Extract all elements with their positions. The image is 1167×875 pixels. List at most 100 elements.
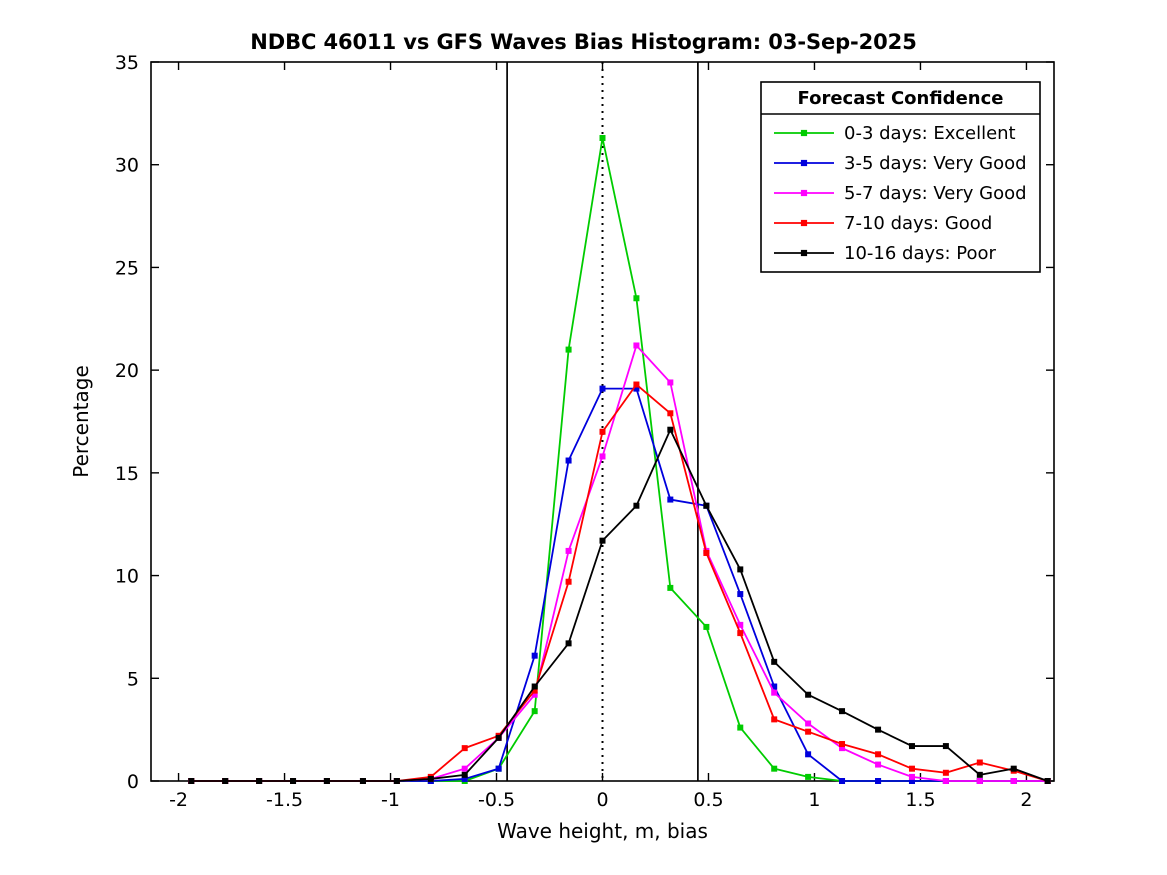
legend-item-label-4: 10-16 days: Poor [844, 243, 997, 264]
data-point-marker[interactable] [908, 765, 915, 772]
data-point-marker[interactable] [771, 765, 778, 772]
y-axis-tick-label: 5 [127, 668, 139, 690]
data-point-marker[interactable] [942, 743, 949, 750]
legend-title: Forecast Confidence [798, 88, 1004, 109]
data-point-marker[interactable] [461, 745, 468, 752]
data-point-marker[interactable] [188, 778, 195, 785]
series-line-1[interactable] [191, 387, 1048, 782]
data-point-marker[interactable] [427, 775, 434, 782]
data-point-marker[interactable] [531, 683, 538, 690]
data-point-marker[interactable] [771, 689, 778, 696]
x-axis-tick-label: -1 [381, 789, 400, 811]
x-axis-tick-label: -0.5 [478, 789, 515, 811]
data-point-marker[interactable] [875, 751, 882, 758]
data-point-marker[interactable] [1044, 778, 1051, 785]
data-point-marker[interactable] [805, 751, 812, 758]
y-axis-tick-label: 10 [115, 566, 139, 588]
data-point-marker[interactable] [737, 630, 744, 637]
data-point-marker[interactable] [976, 759, 983, 766]
data-point-marker[interactable] [667, 584, 674, 591]
data-point-marker[interactable] [908, 773, 915, 780]
data-point-marker[interactable] [565, 640, 572, 647]
data-point-marker[interactable] [461, 771, 468, 778]
y-axis-tick-label: 20 [115, 360, 139, 382]
data-point-marker[interactable] [737, 591, 744, 598]
data-point-marker[interactable] [461, 765, 468, 772]
data-point-marker[interactable] [495, 734, 502, 741]
data-point-marker[interactable] [805, 728, 812, 735]
y-axis-tick-label: 25 [115, 257, 139, 279]
data-point-marker[interactable] [599, 453, 606, 460]
data-point-marker[interactable] [565, 457, 572, 464]
data-point-marker[interactable] [839, 741, 846, 748]
data-point-marker[interactable] [703, 549, 710, 556]
data-point-marker[interactable] [565, 578, 572, 585]
data-point-marker[interactable] [703, 623, 710, 630]
series-line-2[interactable] [191, 344, 1048, 782]
data-point-marker[interactable] [633, 502, 640, 509]
x-axis-tick-label: 0 [596, 789, 608, 811]
data-point-marker[interactable] [737, 724, 744, 731]
data-point-marker[interactable] [633, 295, 640, 302]
y-axis-tick-label: 0 [127, 771, 139, 793]
y-axis-title: Percentage [69, 365, 93, 478]
data-point-marker[interactable] [495, 765, 502, 772]
data-point-marker[interactable] [1010, 765, 1017, 772]
data-point-marker[interactable] [599, 537, 606, 544]
y-axis-tick-label: 30 [115, 155, 139, 177]
data-point-marker[interactable] [771, 716, 778, 723]
data-point-marker[interactable] [633, 342, 640, 349]
data-point-marker[interactable] [599, 385, 606, 392]
data-point-marker[interactable] [875, 778, 882, 785]
data-point-marker[interactable] [565, 547, 572, 554]
data-point-marker[interactable] [667, 410, 674, 417]
data-point-marker[interactable] [942, 769, 949, 776]
data-point-marker[interactable] [667, 426, 674, 433]
data-point-marker[interactable] [875, 726, 882, 733]
data-point-marker[interactable] [599, 135, 606, 142]
page-title: NDBC 46011 vs GFS Waves Bias Histogram: … [250, 30, 917, 54]
data-point-marker[interactable] [222, 778, 229, 785]
data-point-marker[interactable] [805, 720, 812, 727]
data-point-marker[interactable] [976, 771, 983, 778]
data-point-marker[interactable] [1010, 778, 1017, 785]
data-point-marker[interactable] [599, 428, 606, 435]
data-point-marker[interactable] [290, 778, 297, 785]
x-axis-tick-label: 1.5 [905, 789, 935, 811]
data-point-marker[interactable] [393, 778, 400, 785]
data-point-marker[interactable] [565, 346, 572, 353]
data-point-marker[interactable] [531, 708, 538, 715]
data-point-marker[interactable] [703, 502, 710, 509]
legend-item-label-1: 3-5 days: Very Good [844, 153, 1027, 174]
series-line-4[interactable] [191, 428, 1048, 782]
x-axis-tick-label: 0.5 [693, 789, 723, 811]
data-point-marker[interactable] [942, 778, 949, 785]
legend-swatch-marker-4[interactable] [800, 249, 808, 257]
x-axis-tick-label: 2 [1020, 789, 1032, 811]
legend-swatch-marker-0[interactable] [800, 129, 808, 137]
data-point-marker[interactable] [771, 658, 778, 665]
legend-swatch-marker-3[interactable] [800, 219, 808, 227]
data-point-marker[interactable] [805, 691, 812, 698]
legend-swatch-marker-1[interactable] [800, 159, 808, 167]
data-point-marker[interactable] [667, 496, 674, 503]
legend-swatch-marker-2[interactable] [800, 189, 808, 197]
data-point-marker[interactable] [839, 778, 846, 785]
data-point-marker[interactable] [256, 778, 263, 785]
legend-item-label-0: 0-3 days: Excellent [844, 123, 1016, 144]
data-point-marker[interactable] [875, 761, 882, 768]
data-point-marker[interactable] [737, 566, 744, 573]
data-point-marker[interactable] [323, 778, 330, 785]
data-point-marker[interactable] [667, 379, 674, 386]
x-axis-tick-label: -1.5 [266, 789, 303, 811]
data-point-marker[interactable] [531, 652, 538, 659]
series-line-3[interactable] [191, 383, 1048, 782]
data-point-marker[interactable] [976, 778, 983, 785]
data-point-marker[interactable] [839, 708, 846, 715]
data-point-marker[interactable] [359, 778, 366, 785]
data-point-marker[interactable] [805, 773, 812, 780]
data-point-marker[interactable] [908, 743, 915, 750]
data-point-marker[interactable] [633, 381, 640, 388]
